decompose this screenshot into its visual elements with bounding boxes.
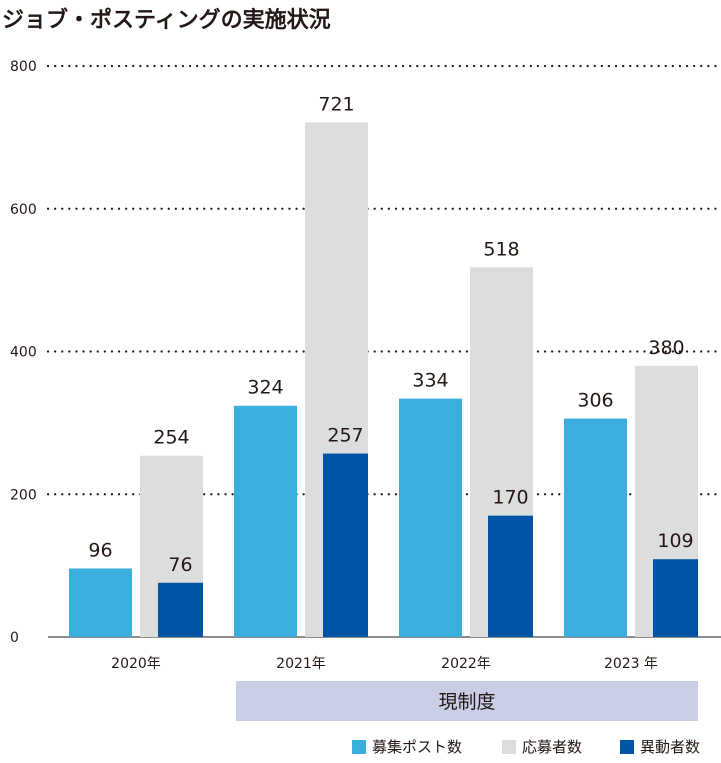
- legend-item: 応募者数: [502, 736, 582, 757]
- data-label: 170: [492, 487, 528, 509]
- period-band: 現制度: [236, 681, 698, 721]
- data-label: 306: [577, 390, 613, 412]
- bar-posts: [69, 568, 132, 637]
- x-tick-label: 2020年: [111, 656, 161, 672]
- data-label: 721: [318, 93, 354, 115]
- data-label: 324: [247, 377, 283, 399]
- bar-posts: [234, 405, 297, 637]
- legend-swatch: [352, 739, 366, 754]
- x-axis: 2020年 2021年 2022年 2023 年: [111, 656, 658, 672]
- data-label: 257: [327, 425, 363, 447]
- bar-posts: [564, 418, 627, 637]
- bar-transfers: [488, 515, 533, 637]
- y-tick-label: 600: [10, 202, 37, 218]
- data-label: 76: [168, 554, 192, 576]
- data-label: 380: [648, 337, 684, 359]
- y-tick-label: 0: [10, 630, 19, 646]
- data-labels: 96 254 76 324 721 257 334 518 170 306 380 109: [88, 93, 693, 575]
- y-tick-label: 400: [10, 345, 37, 361]
- x-tick-label: 2021年: [276, 656, 326, 672]
- chart-title: ジョブ・ポスティングの実施状況: [2, 8, 331, 33]
- legend-label: 募集ポスト数: [372, 738, 463, 756]
- period-band-label: 現制度: [438, 691, 495, 713]
- legend-swatch: [502, 739, 516, 754]
- legend-item: 異動者数: [620, 736, 700, 757]
- legend-swatch: [620, 739, 634, 754]
- legend-label: 応募者数: [522, 738, 583, 756]
- data-label: 334: [412, 370, 448, 392]
- y-tick-label: 800: [10, 59, 37, 75]
- period-band-bar: [236, 681, 698, 721]
- x-tick-label: 2023 年: [604, 656, 658, 672]
- bar-transfers: [653, 559, 698, 637]
- bars: [69, 122, 698, 638]
- legend-label: 異動者数: [640, 738, 701, 756]
- bar-transfers: [158, 582, 203, 637]
- legend-item: 募集ポスト数: [352, 736, 462, 757]
- data-label: 254: [153, 427, 189, 449]
- data-label: 518: [483, 238, 519, 260]
- data-label: 96: [88, 539, 112, 561]
- bar-transfers: [323, 453, 368, 637]
- x-tick-label: 2022年: [441, 656, 491, 672]
- bar-posts: [399, 398, 462, 637]
- bar-chart: 0 200 400 600 800 96 254 76 324 721 257 334 518 170 3…: [10, 59, 721, 721]
- data-label: 109: [657, 530, 693, 552]
- y-tick-label: 200: [10, 487, 37, 503]
